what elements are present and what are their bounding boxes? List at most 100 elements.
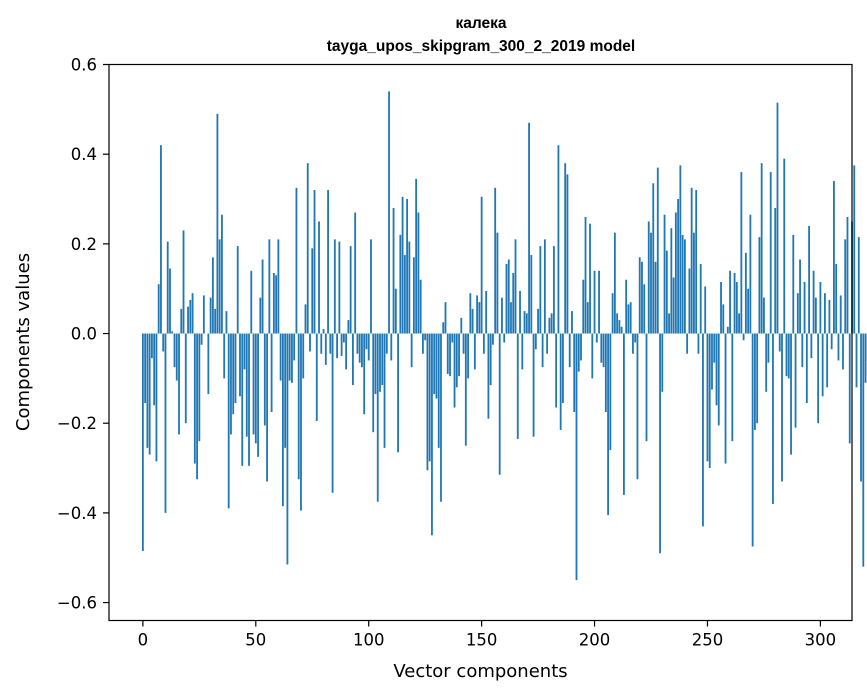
bar [412,257,415,334]
bar [221,214,223,334]
bar [401,196,404,334]
bar [492,333,494,345]
bar [785,333,788,377]
bar [864,333,867,383]
bar [257,333,259,457]
bar [487,333,490,419]
bar [422,333,424,354]
chart-title: калека [455,15,506,32]
bar [365,333,368,350]
bar [652,183,655,334]
bar [562,333,564,404]
bar [193,333,196,464]
bar [609,333,612,451]
bar [586,302,589,334]
bar [636,333,639,480]
bar [202,295,205,334]
bar [738,313,740,334]
bar [311,248,314,334]
y-tick-label: 0.6 [71,56,97,75]
bar [157,284,160,334]
bar [471,308,474,334]
bar [663,214,666,334]
bar [277,239,280,334]
bar [462,333,465,354]
bar [720,281,722,334]
x-axis-ticks: 0 50 100 150 200 250 300 [138,620,836,650]
bar [171,331,174,334]
bar [227,333,230,509]
bar [787,333,790,379]
bar [625,279,628,334]
bar [300,333,302,511]
bar [641,261,643,334]
bar [250,270,253,334]
bar [243,333,246,370]
bar [668,313,670,334]
bar [659,333,661,554]
bar [415,178,418,334]
bar [826,333,829,388]
bar [510,302,512,334]
bar [521,333,524,370]
bar [525,313,528,334]
bar [593,270,596,334]
bar [566,174,569,334]
bar [153,333,156,406]
bar [216,113,219,334]
y-tick-label: 0.2 [71,235,97,254]
bar [749,214,752,334]
bar [828,299,831,334]
bar [356,333,359,354]
bar [444,302,447,334]
bar [241,333,244,466]
x-tick-label: 0 [138,631,149,650]
bar [284,333,287,448]
bar [245,333,248,437]
bar [539,246,542,334]
y-tick-label: 0.4 [71,145,97,164]
bar [189,299,192,334]
bar [548,317,551,334]
bar [778,333,781,352]
bar [665,250,668,334]
bar [469,293,472,334]
bar [674,212,677,334]
x-axis-label: Vector components [393,661,567,682]
bar [758,237,761,334]
bar [726,326,729,334]
bar [862,333,865,567]
plot-frame [108,63,853,622]
bar [374,333,377,395]
bar [336,333,338,359]
bar [602,333,605,368]
bar [498,333,501,475]
bar [765,333,768,392]
x-tick-label: 150 [466,631,498,650]
bar [440,333,442,502]
bar [200,333,203,345]
bar [184,333,187,424]
bar [638,257,641,334]
bar [460,317,463,334]
x-tick-label: 200 [579,631,611,650]
bar [523,311,526,334]
bar [146,333,149,448]
bar [381,333,384,386]
bar [148,333,151,455]
bar [528,122,530,334]
bar [232,333,235,415]
y-tick-label: −0.6 [57,594,97,613]
bar [842,333,844,370]
bar [740,172,743,334]
bar [670,228,673,334]
bar [618,320,621,334]
bar [198,333,201,442]
bar [817,333,820,424]
bar [408,241,411,334]
bar [318,221,320,334]
bar [173,333,176,368]
bar [534,333,537,350]
bar [347,320,350,334]
bar [485,290,488,334]
